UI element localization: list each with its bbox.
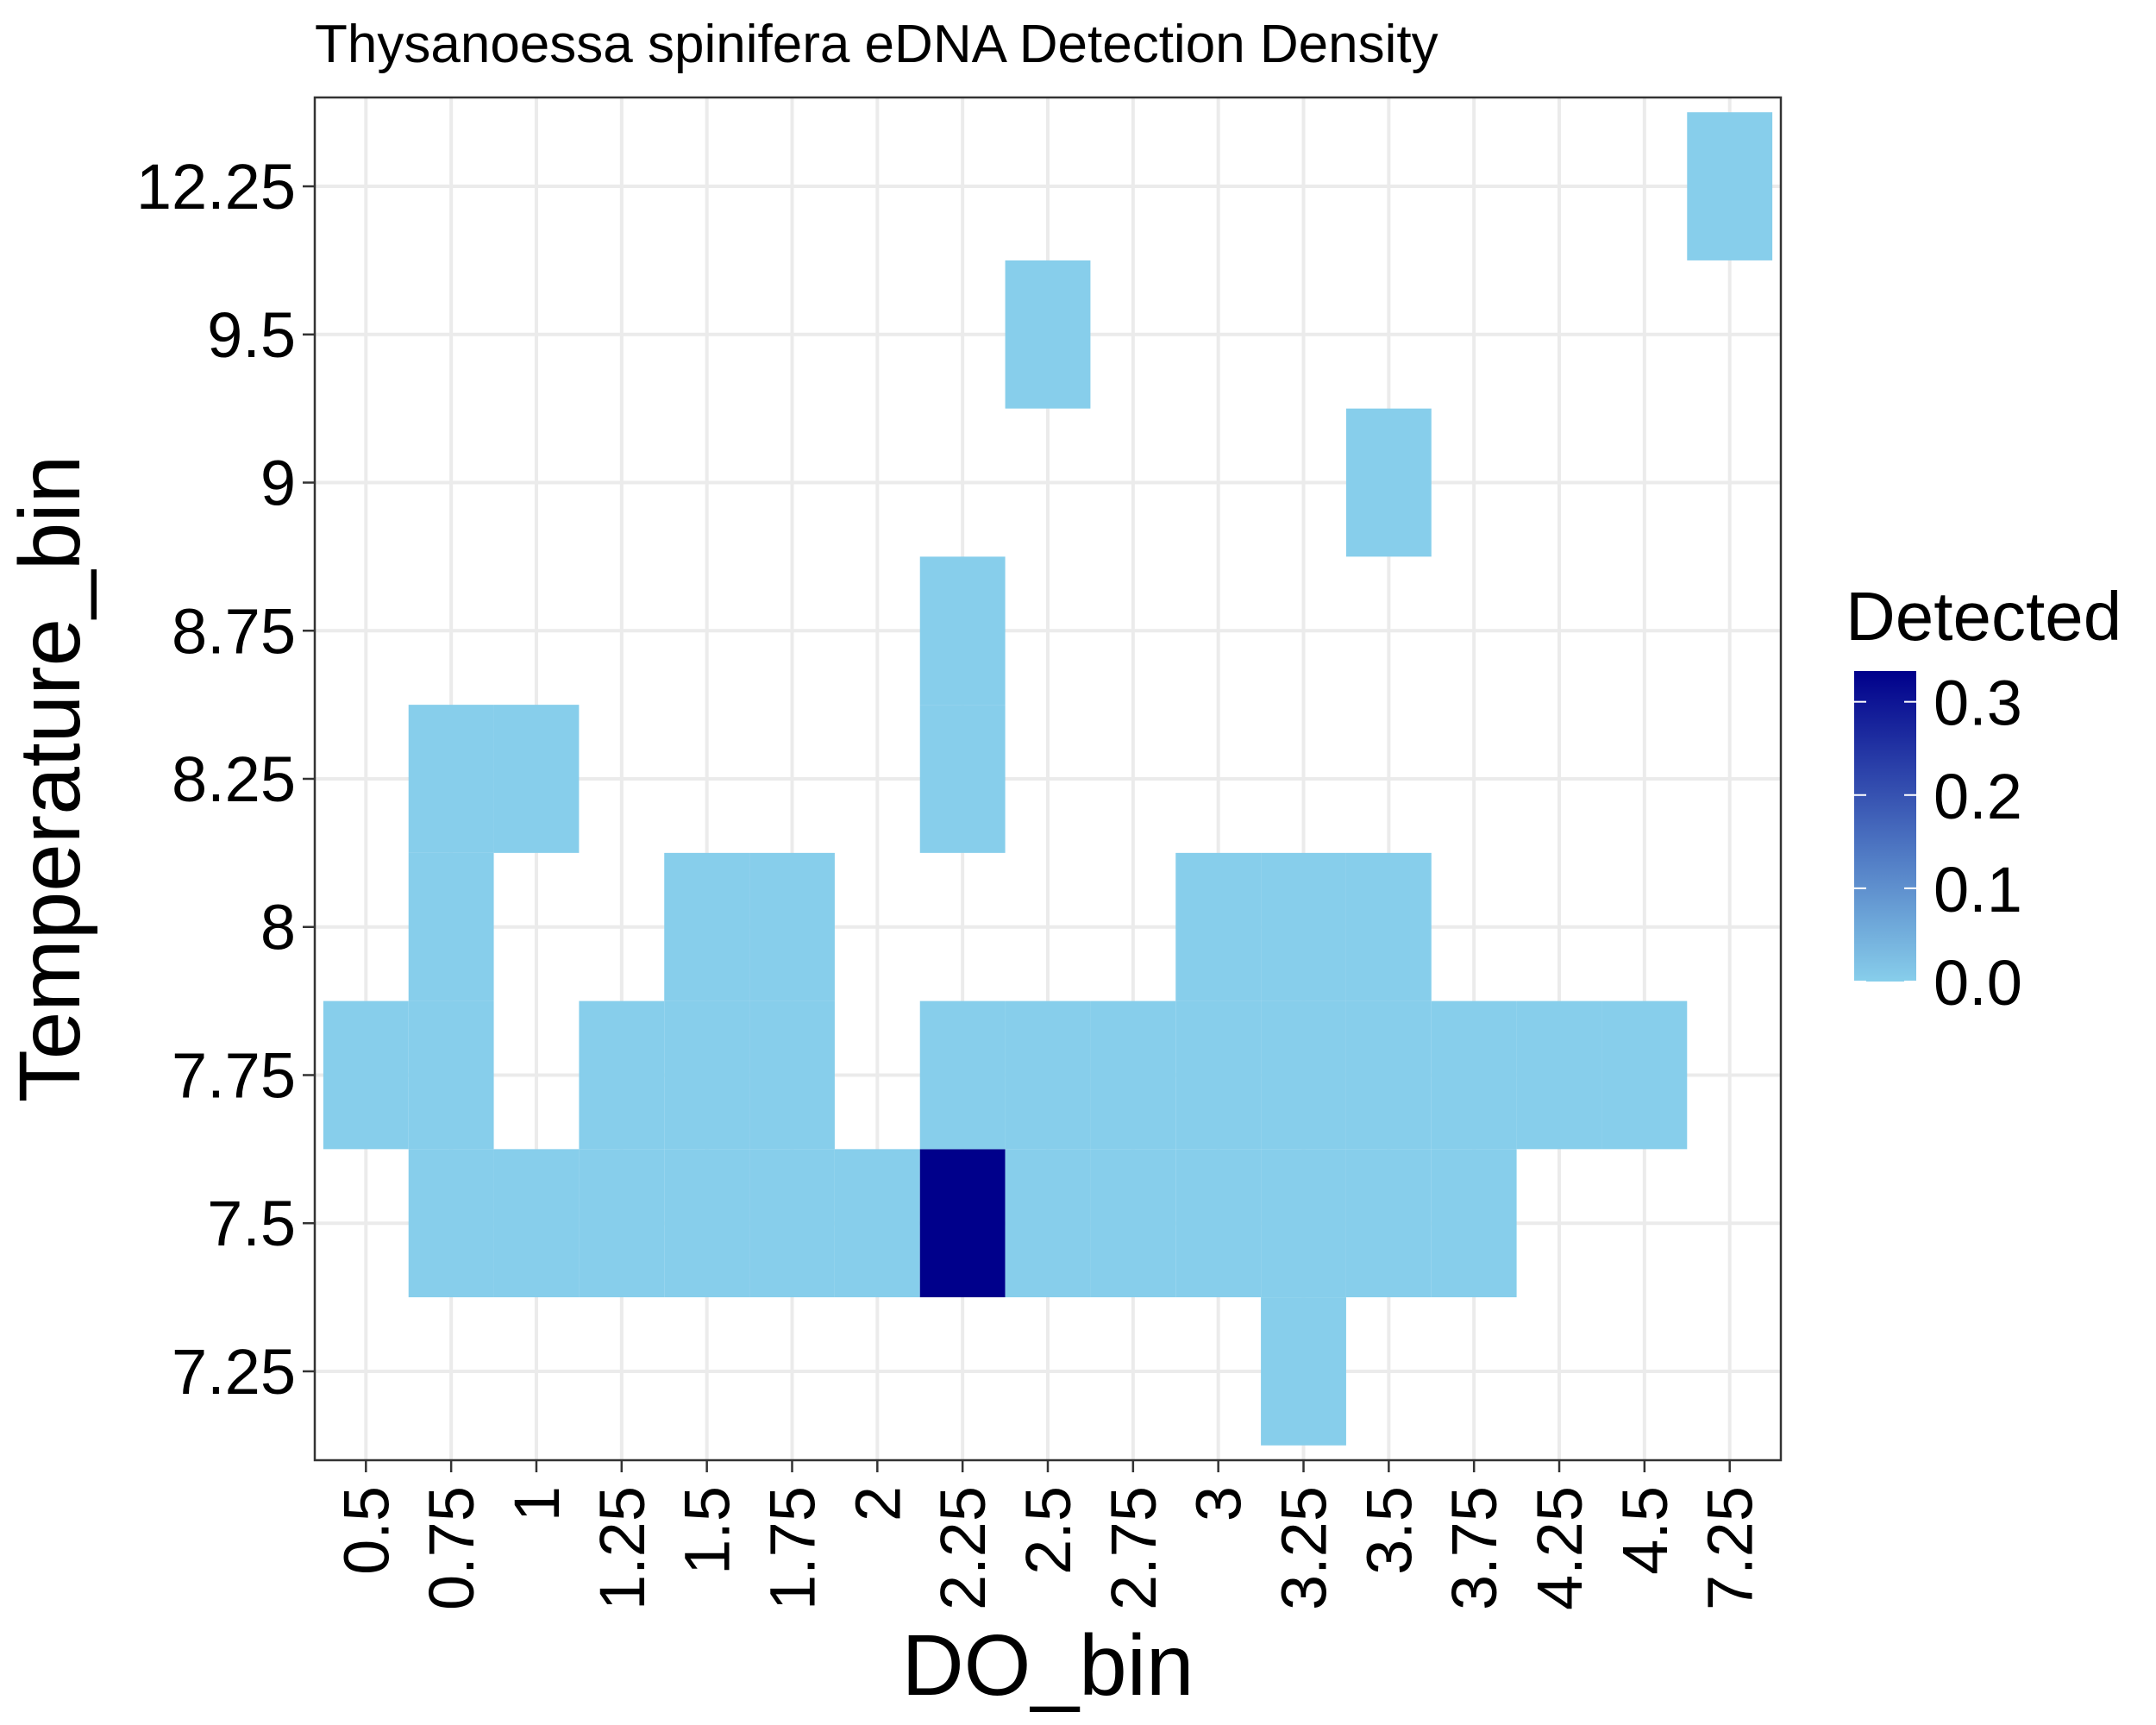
y-tick-label: 7.5 — [207, 1188, 296, 1259]
heatmap-cell — [579, 1000, 665, 1150]
heatmap-cell — [919, 556, 1006, 706]
heatmap-cell — [1005, 1149, 1091, 1298]
x-tick-label: 3.75 — [1438, 1486, 1510, 1610]
heatmap-cell — [749, 1000, 835, 1150]
x-axis-title: DO_bin — [901, 1617, 1194, 1714]
heatmap-cell — [1090, 1149, 1176, 1298]
heatmap-cell — [493, 1149, 580, 1298]
legend-colorbar — [1854, 671, 1916, 982]
y-tick-label: 12.25 — [136, 151, 296, 223]
heatmap-cell — [664, 852, 750, 1001]
heatmap-cell — [664, 1000, 750, 1150]
x-tick-label: 4.5 — [1609, 1486, 1681, 1575]
heatmap-cell — [1601, 1000, 1688, 1150]
x-tick-label: 1.75 — [756, 1486, 828, 1610]
x-tick-label: 7.25 — [1695, 1486, 1766, 1610]
heatmap-cell — [1261, 1000, 1346, 1150]
heatmap-cell — [1261, 1297, 1346, 1446]
heatmap-cell — [834, 1149, 920, 1298]
y-tick-label: 9.5 — [207, 299, 296, 371]
heatmap-cell — [1175, 1000, 1262, 1150]
y-axis-title: Temperature_bin — [2, 455, 98, 1102]
heatmap-cell — [1345, 852, 1432, 1001]
heatmap-cell — [919, 705, 1006, 853]
heatmap-cell — [1687, 112, 1773, 260]
x-axis: 0.5 0.75 1 1.25 1.5 1.75 2 2.25 2.5 2.75 3 3.25 3.5 3… — [330, 1460, 1766, 1610]
y-tick-label: 8 — [260, 892, 296, 963]
x-tick-label: 4.25 — [1524, 1486, 1595, 1610]
x-tick-label: 1 — [501, 1486, 573, 1521]
heatmap-cell — [1261, 1149, 1346, 1298]
x-tick-label: 2 — [842, 1486, 913, 1521]
x-tick-label: 2.5 — [1012, 1486, 1084, 1575]
heatmap-cell — [919, 1149, 1006, 1298]
y-tick-label: 8.25 — [172, 743, 296, 815]
x-tick-label: 3.5 — [1353, 1486, 1425, 1575]
y-tick-label: 7.25 — [172, 1336, 296, 1408]
heatmap-cell — [749, 852, 835, 1001]
heatmap-cell — [1261, 852, 1346, 1001]
heatmap-cell — [408, 1000, 494, 1150]
x-tick-label: 3 — [1183, 1486, 1255, 1521]
heatmap-cell — [408, 1149, 494, 1298]
chart-title: Thysanoessa spinifera eDNA Detection Den… — [315, 15, 1438, 74]
heatmap-cell — [1345, 408, 1432, 557]
legend-tick-label: 0.0 — [1934, 947, 2022, 1019]
y-axis: 7.25 7.5 7.75 8 8.25 8.75 9 9.5 12.25 — [136, 151, 315, 1408]
x-tick-label: 2.25 — [927, 1486, 999, 1610]
x-tick-label: 3.25 — [1269, 1486, 1340, 1610]
heatmap-cell — [408, 705, 494, 853]
heatmap-cell — [1005, 260, 1091, 409]
heatmap-cell — [408, 852, 494, 1001]
legend-tick-label: 0.1 — [1934, 854, 2022, 925]
heatmap-cell — [323, 1000, 409, 1150]
legend-title: Detected — [1846, 578, 2122, 655]
heatmap-cell — [919, 1000, 1006, 1150]
y-tick-label: 8.75 — [172, 595, 296, 667]
heatmap-cell — [493, 705, 580, 853]
heatmap-cell — [664, 1149, 750, 1298]
y-tick-label: 7.75 — [172, 1039, 296, 1111]
y-tick-label: 9 — [260, 448, 296, 519]
legend-tick-label: 0.3 — [1934, 668, 2022, 739]
x-tick-label: 1.25 — [586, 1486, 658, 1610]
heatmap-cell — [1005, 1000, 1091, 1150]
x-tick-label: 0.75 — [416, 1486, 487, 1610]
heatmap-cell — [1516, 1000, 1602, 1150]
x-tick-label: 1.5 — [672, 1486, 743, 1575]
heatmap-cells — [323, 112, 1773, 1446]
heatmap-cell — [1175, 1149, 1262, 1298]
heatmap-cell — [1431, 1000, 1517, 1150]
heatmap-cell — [1090, 1000, 1176, 1150]
legend-tick-label: 0.2 — [1934, 761, 2022, 832]
legend: Detected 0.0 0.1 0.2 0.3 — [1846, 578, 2122, 1019]
heatmap-cell — [1431, 1149, 1517, 1298]
heatmap-cell — [1345, 1000, 1432, 1150]
heatmap-cell — [579, 1149, 665, 1298]
heatmap-cell — [749, 1149, 835, 1298]
x-tick-label: 0.5 — [330, 1486, 402, 1575]
heatmap-cell — [1175, 852, 1262, 1001]
x-tick-label: 2.75 — [1098, 1486, 1169, 1610]
heatmap-cell — [1345, 1149, 1432, 1298]
